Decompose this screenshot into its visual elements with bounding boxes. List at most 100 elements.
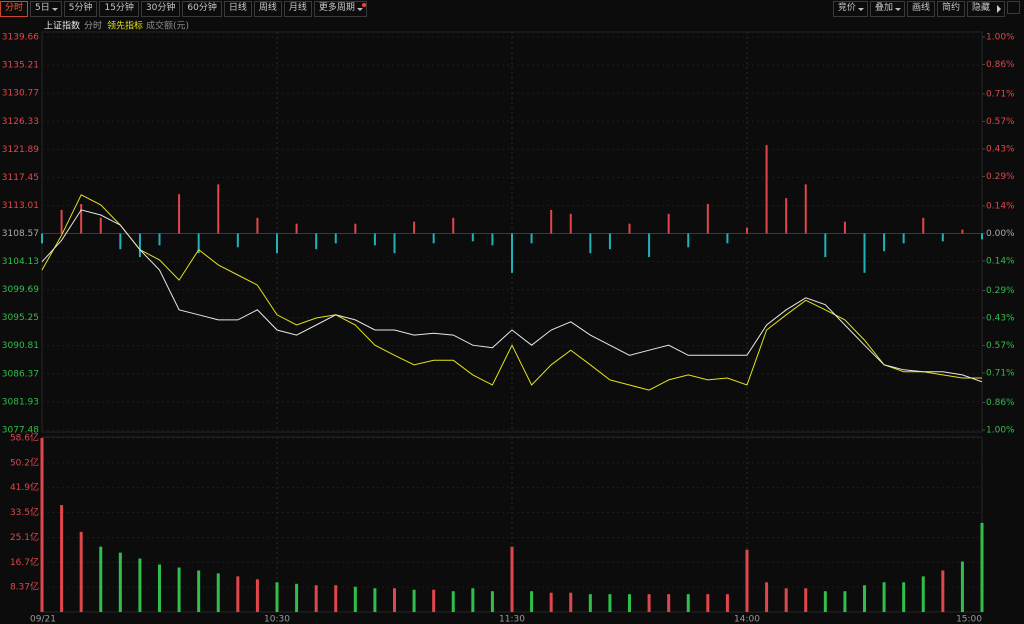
volume-bar: [99, 546, 103, 612]
y-tick-label: 3117.45: [2, 173, 39, 183]
y2-tick-label: 0.00%: [986, 229, 1015, 239]
y-tick-label: 3108.57: [2, 229, 39, 239]
volume-bar: [451, 591, 455, 612]
volume-bar: [863, 585, 866, 612]
y2-tick-label: 0.57%: [986, 117, 1015, 127]
volume-bar: [412, 589, 416, 612]
toolbar-button[interactable]: 5日: [30, 1, 62, 17]
toolbar-button[interactable]: 日线: [223, 1, 252, 17]
indicator-bar: [236, 233, 239, 248]
volume-bar: [295, 583, 299, 612]
toolbar-button[interactable]: 画线: [906, 1, 935, 17]
toolbar-button[interactable]: 月线: [283, 1, 312, 17]
y-tick-label: 41.9亿: [10, 481, 39, 493]
indicator-bar: [119, 233, 122, 250]
series-line: [41, 209, 983, 383]
toolbar: 分时 5日 5分钟 15分钟 30分钟 60分钟 日线 周线 月线 更多周期 竞价 叠加 画线 简约 隐藏: [0, 0, 1024, 17]
x-tick-label: 15:00: [956, 615, 982, 624]
volume-bar: [588, 594, 592, 612]
y-tick-label: 3135.21: [2, 61, 39, 71]
volume-bar: [177, 567, 181, 612]
indicator-bar: [726, 233, 729, 244]
indicator-bar: [667, 213, 670, 234]
y-tick-label: 25.1亿: [10, 531, 39, 543]
x-tick-label: 10:30: [264, 615, 290, 624]
volume-bar: [921, 576, 925, 612]
y-tick-label: 3099.69: [2, 285, 39, 295]
y2-tick-label: 0.29%: [986, 172, 1015, 182]
y2-tick-label: 1.00%: [986, 426, 1015, 436]
period-buttons: 分时 5日 5分钟 15分钟 30分钟 60分钟 日线 周线 月线 更多周期: [0, 0, 367, 17]
volume-bar: [334, 585, 338, 612]
y2-tick-label: 0.86%: [986, 60, 1015, 70]
indicator-bar: [393, 233, 396, 254]
series-line: [41, 194, 982, 391]
indicator-bar: [138, 233, 141, 258]
toolbar-button[interactable]: 5分钟: [63, 1, 98, 17]
indicator-bar: [785, 198, 788, 234]
indicator-bar: [550, 209, 553, 234]
volume-bar: [608, 594, 612, 612]
y-tick-label: 3095.25: [2, 313, 39, 323]
toolbar-button[interactable]: 60分钟: [182, 1, 222, 17]
indicator-bar: [608, 233, 611, 250]
toolbar-button[interactable]: 30分钟: [140, 1, 181, 17]
indicator-bar: [648, 233, 651, 258]
y-tick-label: 3086.37: [2, 369, 39, 379]
indicator-bar: [863, 233, 866, 273]
indicator-bar: [589, 233, 592, 254]
indicator-bar: [471, 233, 474, 242]
volume-bar: [686, 594, 690, 612]
y-tick-label: 3104.13: [2, 257, 39, 267]
indicator-bar: [491, 233, 494, 246]
fullscreen-icon[interactable]: [1007, 1, 1020, 14]
toolbar-button[interactable]: 叠加: [869, 1, 905, 17]
volume-bar: [980, 522, 984, 612]
indicator-bar: [628, 223, 631, 234]
volume-bar: [647, 594, 651, 612]
toolbar-button[interactable]: 15分钟: [99, 1, 139, 17]
volume-bar: [118, 552, 122, 612]
indicator-bar: [452, 217, 455, 234]
y-tick-label: 3126.33: [2, 117, 39, 127]
indicator-bar: [961, 229, 964, 234]
indicator-bar: [295, 223, 298, 234]
volume-bar: [804, 588, 808, 612]
y2-tick-label: 0.43%: [986, 313, 1015, 323]
indicator-bar: [256, 217, 259, 234]
indicator-bar: [843, 221, 846, 234]
y-tick-label: 58.6亿: [10, 432, 39, 444]
indicator-bar: [981, 233, 983, 240]
indicator-bar: [413, 221, 416, 234]
x-tick-label: 14:00: [734, 615, 760, 624]
volume-bar: [373, 588, 377, 612]
volume-bar: [236, 576, 240, 612]
volume-bar: [216, 573, 220, 612]
volume-bar: [667, 594, 671, 612]
y-tick-label: 3130.77: [2, 89, 39, 99]
indicator-bar: [158, 233, 161, 246]
indicator-bar: [373, 233, 376, 246]
y-tick-label: 33.5亿: [10, 506, 39, 518]
indicator-bar: [706, 204, 709, 234]
toolbar-button[interactable]: 隐藏: [966, 1, 1005, 17]
volume-bar: [628, 594, 631, 612]
legend-entry: 上证指数: [44, 20, 80, 32]
volume-bar: [784, 588, 788, 612]
y-tick-label: 50.2亿: [10, 456, 39, 468]
toolbar-button[interactable]: 分时: [0, 1, 29, 17]
y2-tick-label: 0.71%: [986, 89, 1015, 99]
indicator-bar: [334, 233, 337, 244]
toolbar-button[interactable]: 周线: [253, 1, 282, 17]
toolbar-button[interactable]: 更多周期: [313, 1, 367, 17]
indicator-bar: [511, 233, 513, 273]
y-tick-label: 3090.81: [2, 341, 39, 351]
volume-bar: [197, 570, 201, 612]
volume-bar: [393, 588, 396, 612]
toolbar-button[interactable]: 竞价: [832, 1, 868, 17]
volume-bar: [902, 582, 906, 612]
volume-bar: [941, 570, 945, 612]
toolbar-button[interactable]: 简约: [936, 1, 965, 17]
